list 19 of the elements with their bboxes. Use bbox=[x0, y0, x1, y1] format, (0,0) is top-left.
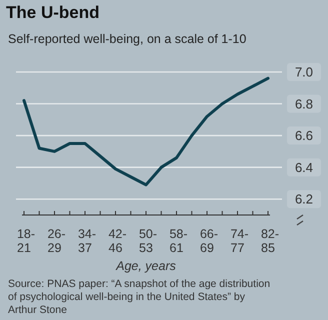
y-tick-label: 6.6 bbox=[294, 128, 314, 144]
x-tick-label: 50-53 bbox=[138, 227, 158, 255]
x-tick-label: 74-77 bbox=[230, 227, 249, 255]
x-tick-label: 82-85 bbox=[260, 227, 280, 255]
x-tick-label: 26-29 bbox=[47, 227, 66, 255]
y-tick-label: 6.8 bbox=[294, 96, 314, 112]
x-axis-title: Age, years bbox=[115, 259, 176, 273]
y-tick-label: 6.4 bbox=[294, 160, 314, 175]
x-tick-label: 18-21 bbox=[16, 227, 36, 255]
x-tick-label: 42-46 bbox=[108, 227, 127, 255]
x-tick-label: 58-61 bbox=[169, 227, 188, 255]
y-tick-label: 6.2 bbox=[294, 192, 314, 207]
y-tick-label: 7.0 bbox=[294, 64, 314, 80]
line-series bbox=[22, 76, 270, 186]
chart-title: The U-bend bbox=[6, 3, 100, 22]
x-tick-label: 34-37 bbox=[78, 227, 96, 255]
source-note: Source: PNAS paper: “A snapshot of the age distribution of psychological well-being in the United States” by Arthur Stone bbox=[8, 278, 270, 316]
x-tick-label: 66-69 bbox=[200, 227, 218, 255]
chart-subtitle: Self-reported well-being, on a scale of 1-10 bbox=[8, 32, 246, 46]
